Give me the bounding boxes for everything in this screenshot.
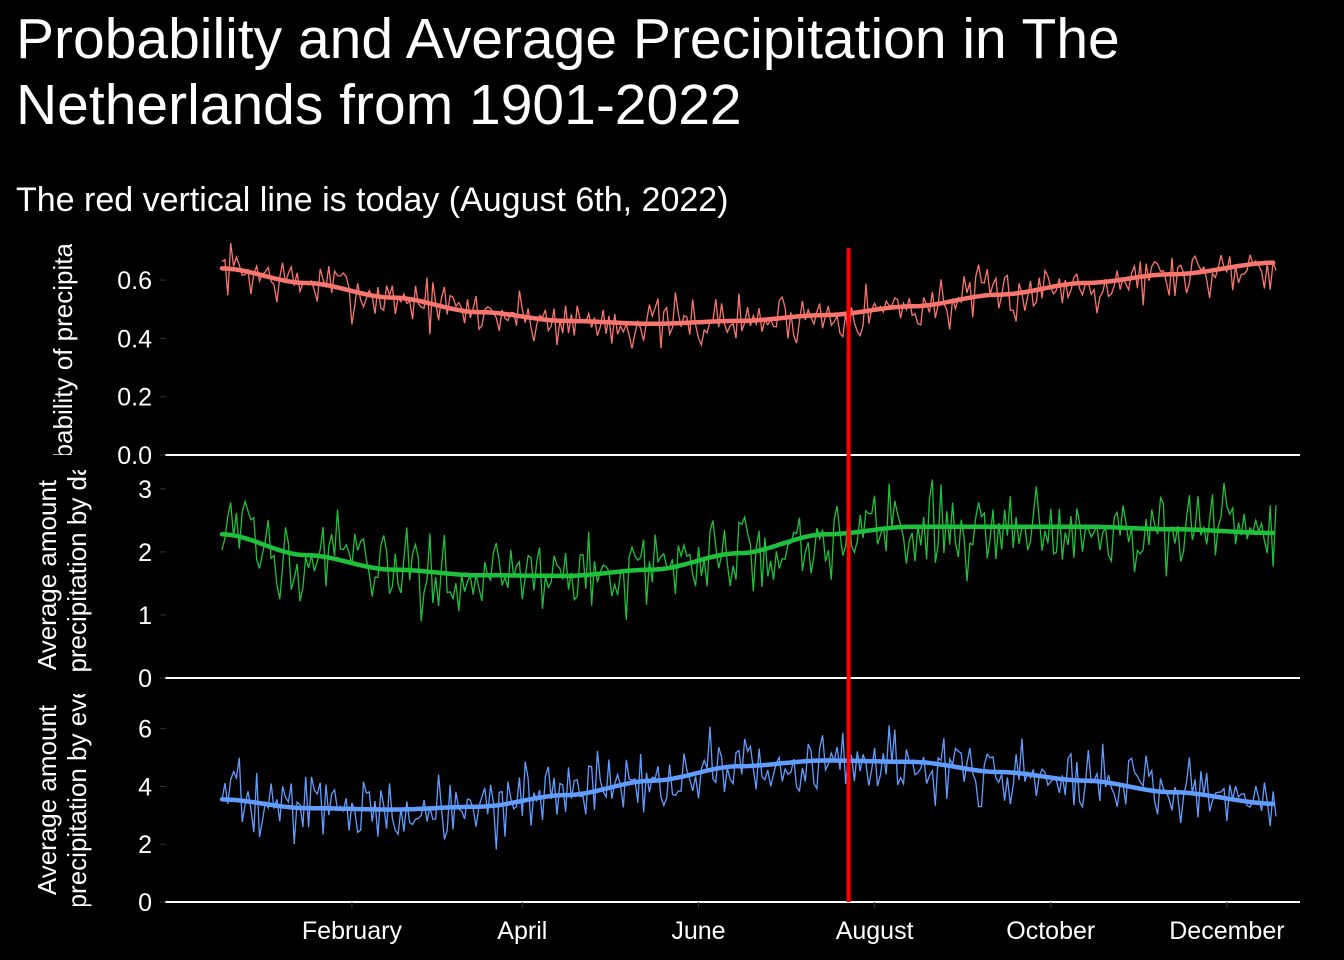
panel-amount_by_event: 0 2 4 6 Average amount of precipitation by ev… [32,662,1300,937]
x-axis: February April June August October December [302,902,1285,945]
x-tick-label: October [1006,917,1095,945]
y-axis-label: Average amount [32,479,62,670]
series-trend-amount_by_event [219,758,1276,812]
y-tick-label: 1 [138,602,152,630]
x-tick-label: December [1169,917,1284,945]
panel-probability: 0.0 0.2 0.4 0.6 Probability of precipitation [48,201,1300,499]
series-trend-amount_by_day [219,524,1276,579]
y-axis-label: Average amount [32,704,62,895]
y-tick-label: 0.2 [117,384,152,412]
y-tick-label: 3 [138,476,152,504]
series-trend-probability [219,260,1276,327]
y-axis-label: of precipitation by day [62,449,92,702]
chart-title: Probability and Average Precipitation in… [16,7,1120,137]
panels-layer: 0.0 0.2 0.4 0.6 Probability of precipitation… [32,201,1300,937]
panel-amount_by_day: 0 1 2 3 Average amount of precipitation by da… [32,449,1300,702]
x-tick-label: August [836,917,914,945]
y-tick-label: 4 [138,773,152,801]
y-axis-label: of precipitation by event [62,662,92,937]
y-tick-label: 0.0 [117,442,152,470]
series-daily-amount_by_day [221,479,1277,622]
y-tick-label: 0 [138,889,152,917]
series-daily-probability [221,242,1277,349]
y-axis-label: Probability of precipitation [48,201,78,499]
series-daily-amount_by_event [221,725,1277,850]
x-tick-label: June [671,917,725,945]
chart-subtitle: The red vertical line is today (August 6… [16,181,729,219]
y-tick-label: 0.6 [117,267,152,295]
y-tick-label: 0.4 [117,325,152,353]
y-tick-label: 2 [138,831,152,859]
y-tick-label: 0 [138,665,152,693]
y-tick-label: 6 [138,716,152,744]
x-tick-label: February [302,917,403,945]
x-tick-label: April [497,917,547,945]
y-tick-label: 2 [138,539,152,567]
